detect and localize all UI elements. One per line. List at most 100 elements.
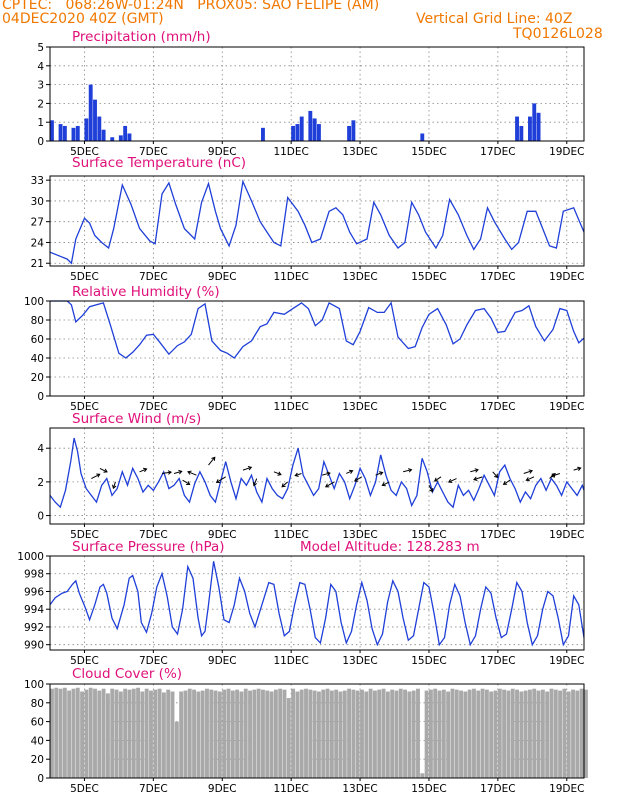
pres-date-label: 15DEC <box>411 655 446 667</box>
wind-arrow-head <box>215 479 221 483</box>
wind-arrow <box>208 457 216 466</box>
cloud-bar <box>364 691 369 778</box>
cloud-bar <box>235 689 240 778</box>
precip-bar <box>308 110 313 141</box>
cloud-title: Cloud Cover (%) <box>72 666 182 682</box>
cloud-bar <box>166 689 171 778</box>
cloud-bar <box>54 687 59 778</box>
wind-arrow <box>253 478 258 486</box>
temp-date-label: 15DEC <box>411 271 446 283</box>
wind-arrow <box>492 471 498 478</box>
pres-series-line <box>49 561 585 647</box>
cloud-bar <box>403 689 408 778</box>
rh-ytick-label: 60 <box>31 334 44 346</box>
wind-date-label: 9DEC <box>208 529 237 541</box>
precip-bar <box>291 125 296 141</box>
cloud-bar <box>325 688 330 778</box>
pres-date-label: 7DEC <box>139 655 168 667</box>
wind-arrow-head <box>167 470 173 475</box>
cloud-bar <box>58 688 63 778</box>
cloud-bar <box>334 689 339 778</box>
rh-plot-area <box>50 301 584 396</box>
wind-arrow-head <box>381 482 386 487</box>
precip-bar <box>528 116 532 141</box>
cloud-bar <box>80 691 85 778</box>
cloud-bar <box>317 691 321 778</box>
cloud-bar <box>433 688 438 778</box>
wind-arrow-head <box>429 488 434 493</box>
precip-date-label: 19DEC <box>549 146 584 158</box>
wind-arrow <box>375 471 383 476</box>
wind-arrow-head <box>433 477 439 482</box>
cloud-bar <box>114 689 119 778</box>
cloud-bar <box>304 688 308 778</box>
cloud-bar <box>575 690 580 778</box>
cloud-bar <box>536 690 541 778</box>
cloud-bar <box>312 690 317 778</box>
cloud-date-label: 17DEC <box>480 783 515 795</box>
wind-date-label: 7DEC <box>139 529 168 541</box>
wind-arrow <box>403 469 412 473</box>
wind-arrow <box>428 485 433 492</box>
pres-ytick-label: 994 <box>24 604 44 616</box>
precip-date-label: 11DEC <box>273 146 308 158</box>
wind-arrow <box>187 471 197 476</box>
rh-series-line <box>50 300 585 359</box>
cloud-date-label: 7DEC <box>139 783 168 795</box>
wind-arrow-head <box>525 477 530 482</box>
precip-bar <box>97 116 102 141</box>
cloud-bar <box>584 689 588 778</box>
pres-date-label: 5DEC <box>70 655 99 667</box>
wind-arrow <box>281 481 289 488</box>
wind-arrow <box>322 472 330 476</box>
cloud-bar <box>398 688 403 778</box>
rh-ytick-label: 80 <box>31 315 44 327</box>
cloud-frame <box>49 683 585 779</box>
cloud-bar <box>273 689 278 778</box>
rh-frame <box>49 300 585 397</box>
precip-bar <box>88 84 93 141</box>
cloud-date-label: 9DEC <box>208 783 237 795</box>
cloud-bar <box>282 689 287 778</box>
cloud-ytick-label: 80 <box>31 698 44 710</box>
temp-date-label: 7DEC <box>139 271 168 283</box>
cloud-bar <box>97 690 102 778</box>
cloud-bar <box>88 687 93 778</box>
wind-arrow <box>346 470 353 474</box>
header-station-line: CPTEC: 068:26W-01:24N PROX05: SAO FELIPE… <box>2 0 380 13</box>
cloud-bar <box>140 691 145 778</box>
rh-title: Relative Humidity (%) <box>72 284 220 300</box>
precip-bar <box>58 124 63 141</box>
cloud-bar <box>441 689 446 778</box>
wind-arrow <box>573 467 581 471</box>
cloud-bar <box>187 688 192 778</box>
cloud-bar <box>394 690 399 778</box>
rh-date-label: 15DEC <box>411 401 446 413</box>
pres-ytick-label: 992 <box>24 622 44 634</box>
cloud-bar <box>463 691 468 778</box>
precip-bar <box>347 125 352 141</box>
cloud-bar <box>149 690 153 778</box>
wind-date-label: 19DEC <box>549 529 584 541</box>
cloud-bar <box>209 689 214 778</box>
cloud-bar <box>497 688 502 778</box>
wind-arrow <box>161 471 172 474</box>
cloud-bar <box>553 689 558 778</box>
cloud-ytick-label: 0 <box>37 773 44 785</box>
temp-date-label: 19DEC <box>549 271 584 283</box>
pres-annotation: Model Altitude: 128.283 m <box>300 539 480 555</box>
cloud-bar <box>67 690 72 778</box>
cloud-bar <box>420 773 425 778</box>
precip-ytick-label: 0 <box>37 136 44 148</box>
cloud-bar <box>579 688 584 778</box>
cloud-bar <box>127 689 132 778</box>
temp-ytick-label: 21 <box>31 258 44 270</box>
wind-arrow-head <box>186 481 191 485</box>
cloud-bar <box>192 689 196 778</box>
wind-arrow <box>91 473 100 479</box>
wind-plot-area <box>50 428 584 524</box>
wind-arrow-head <box>577 466 582 472</box>
wind-ytick-label: 2 <box>37 477 44 489</box>
wind-arrow <box>523 470 533 474</box>
cloud-bar <box>174 721 179 778</box>
